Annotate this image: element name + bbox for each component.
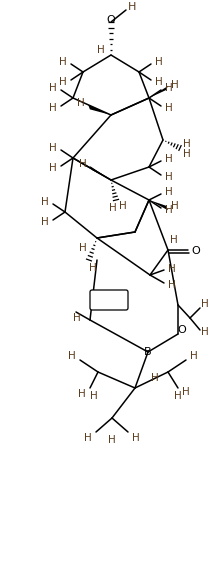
Text: H: H	[78, 389, 86, 399]
Text: H: H	[49, 143, 57, 153]
Text: H: H	[79, 159, 87, 169]
Text: H: H	[168, 264, 176, 274]
Text: B: B	[144, 347, 152, 357]
Text: H: H	[41, 217, 49, 227]
Polygon shape	[149, 86, 168, 98]
Text: H: H	[90, 391, 98, 401]
Text: H: H	[183, 149, 191, 159]
Text: H: H	[170, 235, 178, 245]
Text: H: H	[119, 201, 127, 211]
Text: H: H	[59, 77, 67, 87]
Text: H: H	[59, 57, 67, 67]
Polygon shape	[149, 200, 168, 210]
Text: H: H	[49, 83, 57, 93]
Text: O: O	[192, 246, 200, 256]
Text: H: H	[201, 299, 209, 309]
Text: H: H	[97, 45, 105, 55]
Text: H: H	[77, 98, 85, 108]
Text: H: H	[183, 139, 191, 149]
Text: H: H	[132, 433, 140, 443]
Text: H: H	[165, 154, 173, 164]
Text: H: H	[68, 351, 76, 361]
Text: H: H	[151, 373, 159, 383]
Text: H: H	[168, 280, 176, 290]
Text: H: H	[165, 172, 173, 182]
Text: H: H	[49, 163, 57, 173]
Text: H: H	[89, 263, 97, 273]
Text: H: H	[165, 103, 173, 113]
Text: Abs: Abs	[99, 293, 119, 303]
Text: H: H	[109, 203, 117, 213]
Polygon shape	[90, 166, 111, 180]
Text: H: H	[171, 201, 179, 211]
Text: H: H	[108, 435, 116, 445]
Text: H: H	[128, 2, 136, 12]
Text: H: H	[79, 243, 87, 253]
Text: H: H	[182, 387, 190, 397]
Text: H: H	[49, 103, 57, 113]
Text: H: H	[201, 327, 209, 337]
Text: H: H	[165, 187, 173, 197]
Text: H: H	[190, 351, 198, 361]
Text: H: H	[165, 83, 173, 93]
Text: H: H	[73, 313, 81, 323]
Text: H: H	[41, 197, 49, 207]
Text: H: H	[84, 433, 92, 443]
Text: H: H	[155, 57, 163, 67]
Text: O: O	[107, 15, 115, 25]
Polygon shape	[88, 105, 111, 115]
Text: O: O	[178, 325, 186, 335]
Text: H: H	[165, 205, 173, 215]
FancyBboxPatch shape	[90, 290, 128, 310]
Text: H: H	[155, 77, 163, 87]
Text: H: H	[174, 391, 182, 401]
Text: H: H	[171, 80, 179, 90]
